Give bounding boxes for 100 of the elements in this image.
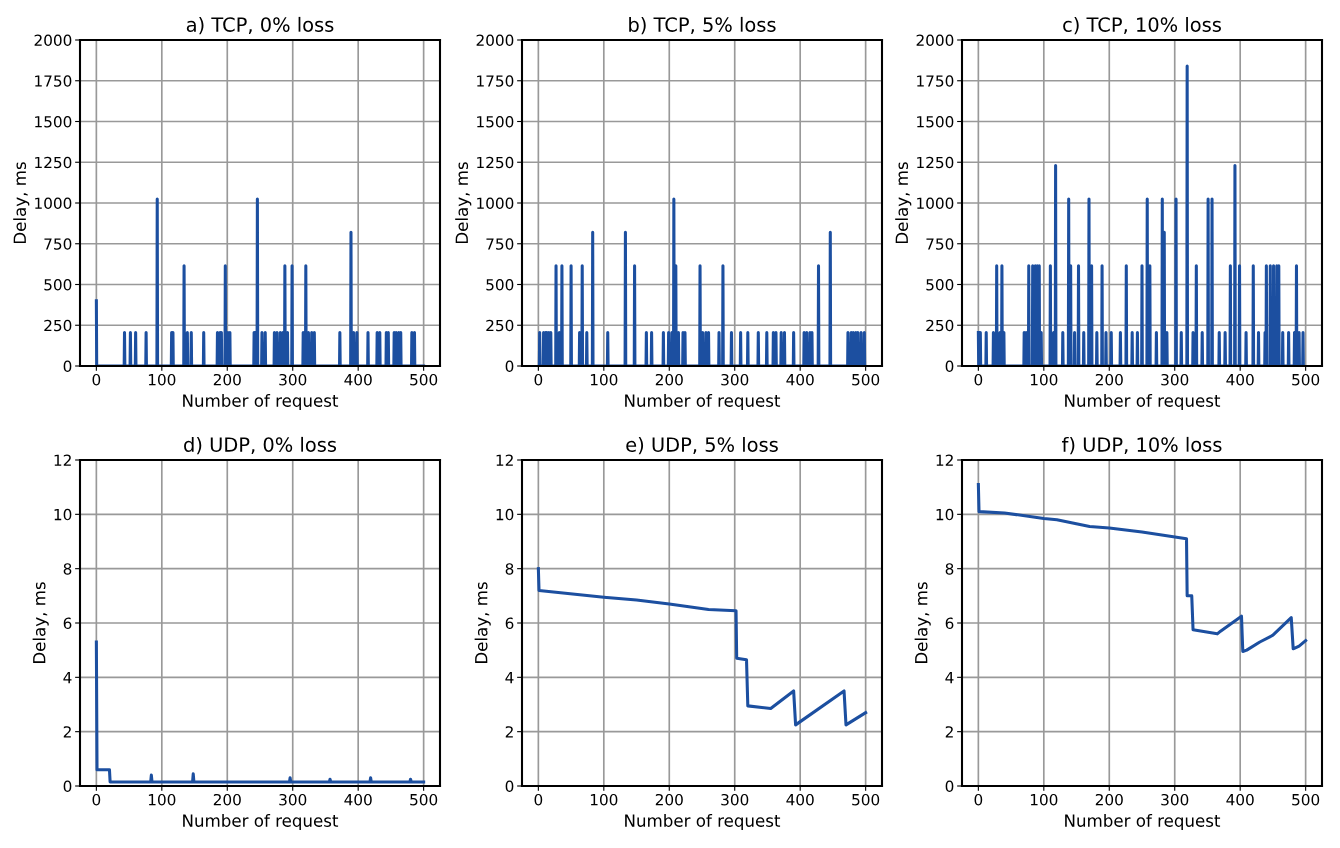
y-tick-label: 750 xyxy=(44,238,72,250)
x-tick-label: 100 xyxy=(1030,793,1058,806)
y-tick-label: 8 xyxy=(63,563,72,575)
y-tick-label: 8 xyxy=(505,563,514,575)
x-tick-label: 300 xyxy=(279,373,307,386)
y-tick-label: 500 xyxy=(926,278,954,291)
y-axis-title: Delay, ms xyxy=(474,582,491,664)
y-tick-label: 6 xyxy=(63,617,72,630)
y-tick-label: 0 xyxy=(505,780,514,793)
y-tick-label: 1250 xyxy=(917,156,954,169)
x-tick-label: 300 xyxy=(721,793,749,806)
y-tick-label: 1000 xyxy=(917,197,954,210)
chart-title: d) UDP, 0% loss xyxy=(184,436,337,455)
x-tick-label: 200 xyxy=(1095,373,1123,386)
x-tick-label: 400 xyxy=(1226,373,1254,386)
x-tick-label: 400 xyxy=(344,793,372,806)
y-axis-title: Delay, ms xyxy=(32,582,49,664)
y-tick-label: 4 xyxy=(63,672,72,684)
y-tick-label: 4 xyxy=(505,672,514,684)
chart-title: f) UDP, 10% loss xyxy=(1062,436,1222,455)
y-tick-label: 8 xyxy=(945,563,954,575)
x-tick-label: 200 xyxy=(655,793,683,806)
y-tick-label: 1750 xyxy=(917,75,954,87)
x-tick-label: 500 xyxy=(852,793,880,806)
y-tick-label: 250 xyxy=(486,319,514,332)
y-tick-label: 0 xyxy=(505,360,514,373)
x-tick-label: 400 xyxy=(786,793,814,806)
y-tick-label: 10 xyxy=(936,508,954,521)
x-tick-label: 0 xyxy=(974,793,983,806)
y-axis-title: Delay, ms xyxy=(455,162,472,244)
line-series xyxy=(537,197,867,366)
line-series xyxy=(94,197,426,366)
y-tick-label: 1000 xyxy=(477,197,514,210)
y-tick-label: 1500 xyxy=(477,115,514,128)
x-tick-label: 200 xyxy=(213,373,241,386)
line-series xyxy=(94,640,426,784)
y-tick-label: 250 xyxy=(44,319,72,332)
y-tick-label: 2000 xyxy=(916,34,954,47)
y-axis-title: Delay, ms xyxy=(13,162,30,244)
x-tick-label: 0 xyxy=(92,373,101,386)
y-tick-label: 1000 xyxy=(35,197,72,210)
chart-title: b) TCP, 5% loss xyxy=(629,16,776,35)
y-axis-title: Delay, ms xyxy=(914,582,931,664)
x-tick-label: 400 xyxy=(786,373,814,386)
y-axis-title: Delay, ms xyxy=(895,162,912,244)
y-tick-label: 0 xyxy=(945,360,954,373)
y-tick-label: 4 xyxy=(945,672,954,684)
x-tick-label: 500 xyxy=(852,373,880,386)
x-tick-label: 300 xyxy=(721,373,749,386)
x-tick-label: 0 xyxy=(92,793,101,806)
x-tick-label: 200 xyxy=(1095,793,1123,806)
x-axis-title: Number of request xyxy=(183,813,339,831)
y-tick-label: 6 xyxy=(945,617,954,630)
y-tick-label: 0 xyxy=(63,360,72,373)
y-tick-label: 1500 xyxy=(917,115,954,128)
chart-title: c) TCP, 10% loss xyxy=(1063,16,1221,35)
y-tick-label: 0 xyxy=(945,780,954,793)
chart-title: a) TCP, 0% loss xyxy=(186,16,334,35)
x-tick-label: 200 xyxy=(655,373,683,386)
y-tick-label: 2000 xyxy=(476,34,514,47)
chart-title: e) UDP, 5% loss xyxy=(626,436,778,455)
x-tick-label: 0 xyxy=(534,793,543,806)
line-series xyxy=(976,64,1305,366)
x-tick-label: 500 xyxy=(1292,793,1320,806)
y-tick-label: 12 xyxy=(496,454,513,466)
x-axis-title: Number of request xyxy=(625,813,781,831)
y-tick-label: 1250 xyxy=(477,156,514,169)
y-tick-label: 2 xyxy=(945,726,953,738)
x-tick-label: 0 xyxy=(974,373,983,386)
y-tick-label: 750 xyxy=(926,238,954,250)
y-tick-label: 10 xyxy=(54,508,72,521)
y-tick-label: 2000 xyxy=(34,34,72,47)
y-tick-label: 1750 xyxy=(35,75,72,87)
x-axis-title: Number of request xyxy=(1065,813,1221,831)
y-tick-label: 500 xyxy=(44,278,72,291)
x-tick-label: 300 xyxy=(279,793,307,806)
x-tick-label: 500 xyxy=(410,373,438,386)
x-tick-label: 300 xyxy=(1161,373,1189,386)
y-tick-label: 6 xyxy=(505,617,514,630)
y-tick-label: 12 xyxy=(936,454,953,466)
x-tick-label: 100 xyxy=(148,373,176,386)
x-axis-title: Number of request xyxy=(625,393,781,411)
x-tick-label: 500 xyxy=(410,793,438,806)
y-tick-label: 750 xyxy=(486,238,514,250)
y-tick-label: 1750 xyxy=(477,75,514,87)
line-series xyxy=(536,567,868,727)
y-tick-label: 1500 xyxy=(35,115,72,128)
x-tick-label: 400 xyxy=(344,373,372,386)
x-tick-label: 100 xyxy=(590,793,618,806)
x-axis-title: Number of request xyxy=(1065,393,1221,411)
y-tick-label: 10 xyxy=(496,508,514,521)
y-tick-label: 12 xyxy=(54,454,71,466)
x-tick-label: 300 xyxy=(1161,793,1189,806)
x-tick-label: 100 xyxy=(590,373,618,386)
line-series xyxy=(976,482,1308,654)
x-tick-label: 400 xyxy=(1226,793,1254,806)
x-tick-label: 200 xyxy=(213,793,241,806)
x-tick-label: 0 xyxy=(534,373,543,386)
y-tick-label: 2 xyxy=(63,726,71,738)
x-axis-title: Number of request xyxy=(183,393,339,411)
